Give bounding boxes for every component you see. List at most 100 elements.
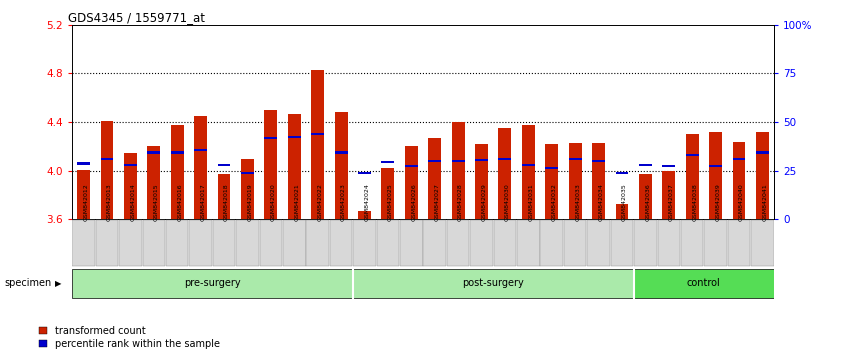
Text: ▶: ▶ <box>55 279 62 288</box>
Bar <box>260 221 282 266</box>
Bar <box>564 221 586 266</box>
Text: GSM842014: GSM842014 <box>130 183 135 221</box>
Bar <box>592 143 605 219</box>
Bar <box>124 164 137 166</box>
Bar <box>213 221 235 266</box>
Bar <box>171 125 184 219</box>
Bar <box>382 161 394 164</box>
Bar <box>400 221 422 266</box>
Bar <box>358 211 371 219</box>
Text: specimen: specimen <box>4 278 52 288</box>
Bar <box>705 221 727 266</box>
Text: GSM842031: GSM842031 <box>528 183 533 221</box>
Bar <box>569 143 581 219</box>
Text: GSM842035: GSM842035 <box>622 183 627 221</box>
Bar <box>475 159 488 161</box>
Bar <box>494 221 516 266</box>
Bar <box>171 152 184 154</box>
Bar <box>452 160 464 162</box>
Bar <box>686 134 699 219</box>
Bar <box>195 149 207 151</box>
Bar <box>709 165 722 167</box>
Text: GSM842027: GSM842027 <box>435 183 440 221</box>
Bar <box>428 160 441 162</box>
Bar <box>587 221 610 266</box>
Bar <box>569 158 581 160</box>
Bar <box>634 221 656 266</box>
Bar <box>657 221 680 266</box>
Bar <box>733 158 745 160</box>
Bar <box>358 172 371 174</box>
Bar <box>101 158 113 160</box>
Bar <box>241 172 254 174</box>
Bar <box>405 165 418 167</box>
Text: GSM842028: GSM842028 <box>459 183 463 221</box>
Bar <box>265 110 277 219</box>
Text: GSM842022: GSM842022 <box>318 183 322 221</box>
Bar <box>522 125 535 219</box>
Bar <box>330 221 352 266</box>
Bar <box>77 162 90 165</box>
Text: GSM842024: GSM842024 <box>365 183 370 221</box>
Bar <box>335 152 348 154</box>
Bar <box>546 144 558 219</box>
Bar <box>311 133 324 135</box>
Text: GSM842018: GSM842018 <box>224 183 229 221</box>
Bar <box>751 221 773 266</box>
Bar <box>498 128 511 219</box>
Bar <box>265 137 277 139</box>
Bar <box>311 70 324 219</box>
Bar <box>190 221 212 266</box>
Bar <box>517 221 540 266</box>
Bar <box>522 164 535 166</box>
Bar <box>405 147 418 219</box>
Text: GSM842026: GSM842026 <box>411 183 416 221</box>
Bar <box>241 159 254 219</box>
Bar <box>447 221 470 266</box>
Text: GSM842034: GSM842034 <box>599 183 603 221</box>
Bar <box>143 221 165 266</box>
Bar <box>77 170 90 219</box>
Text: GSM842029: GSM842029 <box>481 183 486 221</box>
Bar <box>166 221 189 266</box>
Text: GSM842012: GSM842012 <box>84 183 89 221</box>
Text: GSM842040: GSM842040 <box>739 183 744 221</box>
Text: GSM842032: GSM842032 <box>552 183 557 221</box>
Text: post-surgery: post-surgery <box>463 278 524 287</box>
Text: GSM842030: GSM842030 <box>505 183 510 221</box>
Text: GSM842017: GSM842017 <box>201 183 206 221</box>
Bar <box>470 221 492 266</box>
Bar <box>217 164 230 166</box>
Text: GSM842033: GSM842033 <box>575 183 580 221</box>
Bar <box>236 221 259 266</box>
Bar <box>73 221 95 266</box>
Bar <box>354 221 376 266</box>
Text: GSM842013: GSM842013 <box>107 183 112 221</box>
Bar <box>662 165 675 167</box>
Text: GSM842036: GSM842036 <box>645 183 651 221</box>
Bar <box>288 136 300 138</box>
Bar <box>119 221 141 266</box>
Bar <box>616 172 629 174</box>
Bar <box>756 132 769 219</box>
Bar <box>709 132 722 219</box>
Text: GSM842020: GSM842020 <box>271 183 276 221</box>
Bar <box>592 160 605 162</box>
Bar <box>639 175 651 219</box>
Bar <box>681 221 703 266</box>
Text: GSM842016: GSM842016 <box>178 183 182 221</box>
Text: GSM842041: GSM842041 <box>762 183 767 221</box>
Bar <box>424 221 446 266</box>
Bar <box>335 113 348 219</box>
Bar <box>733 142 745 219</box>
Bar <box>217 175 230 219</box>
Bar <box>306 221 329 266</box>
Bar <box>662 171 675 219</box>
Text: GSM842019: GSM842019 <box>247 183 252 221</box>
Bar <box>101 121 113 219</box>
Bar <box>756 152 769 154</box>
Bar <box>288 114 300 219</box>
Text: GSM842025: GSM842025 <box>387 183 393 221</box>
Text: pre-surgery: pre-surgery <box>184 278 240 287</box>
Bar <box>541 221 563 266</box>
